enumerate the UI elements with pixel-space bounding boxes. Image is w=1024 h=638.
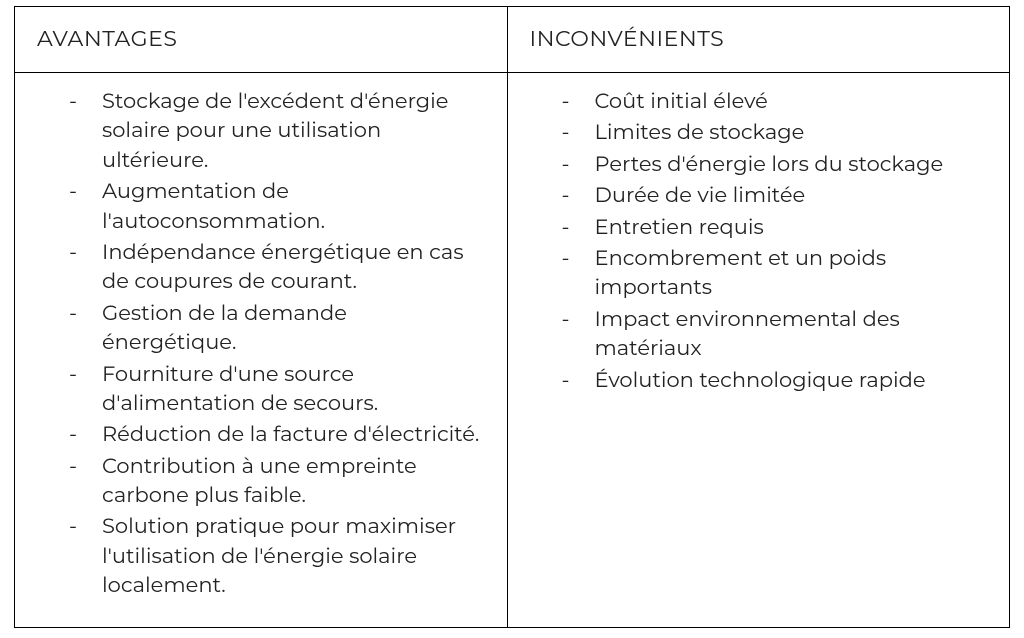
list-item: Coût initial élevé	[590, 87, 983, 118]
list-item: Indépendance énergétique en cas de coupu…	[97, 238, 481, 299]
list-item: Réduction de la facture d'électricité.	[97, 420, 481, 451]
list-item: Limites de stockage	[590, 118, 983, 149]
table-header-row: AVANTAGES INCONVÉNIENTS	[15, 7, 1010, 73]
list-item: Gestion de la demande énergétique.	[97, 299, 481, 360]
table-body-row: Stockage de l'excédent d'énergie solaire…	[15, 73, 1010, 628]
comparison-table: AVANTAGES INCONVÉNIENTS Stockage de l'ex…	[14, 6, 1010, 628]
list-item: Durée de vie limitée	[590, 181, 983, 212]
list-item: Stockage de l'excédent d'énergie solaire…	[97, 87, 481, 177]
list-item: Encombrement et un poids importants	[590, 244, 983, 305]
list-item: Évolution technologique rapide	[590, 366, 983, 397]
list-item: Augmentation de l'autoconsommation.	[97, 177, 481, 238]
list-item: Entretien requis	[590, 213, 983, 244]
cell-advantages: Stockage de l'excédent d'énergie solaire…	[15, 73, 508, 628]
list-item: Solution pratique pour maximiser l'utili…	[97, 512, 481, 602]
list-item: Fourniture d'une source d'alimentation d…	[97, 360, 481, 421]
header-advantages: AVANTAGES	[15, 7, 508, 73]
list-item: Contribution à une empreinte carbone plu…	[97, 452, 481, 513]
cell-disadvantages: Coût initial élevé Limites de stockage P…	[507, 73, 1009, 628]
header-disadvantages: INCONVÉNIENTS	[507, 7, 1009, 73]
list-item: Pertes d'énergie lors du stockage	[590, 150, 983, 181]
list-item: Impact environnemental des matériaux	[590, 305, 983, 366]
advantages-list: Stockage de l'excédent d'énergie solaire…	[47, 87, 481, 603]
disadvantages-list: Coût initial élevé Limites de stockage P…	[540, 87, 983, 397]
